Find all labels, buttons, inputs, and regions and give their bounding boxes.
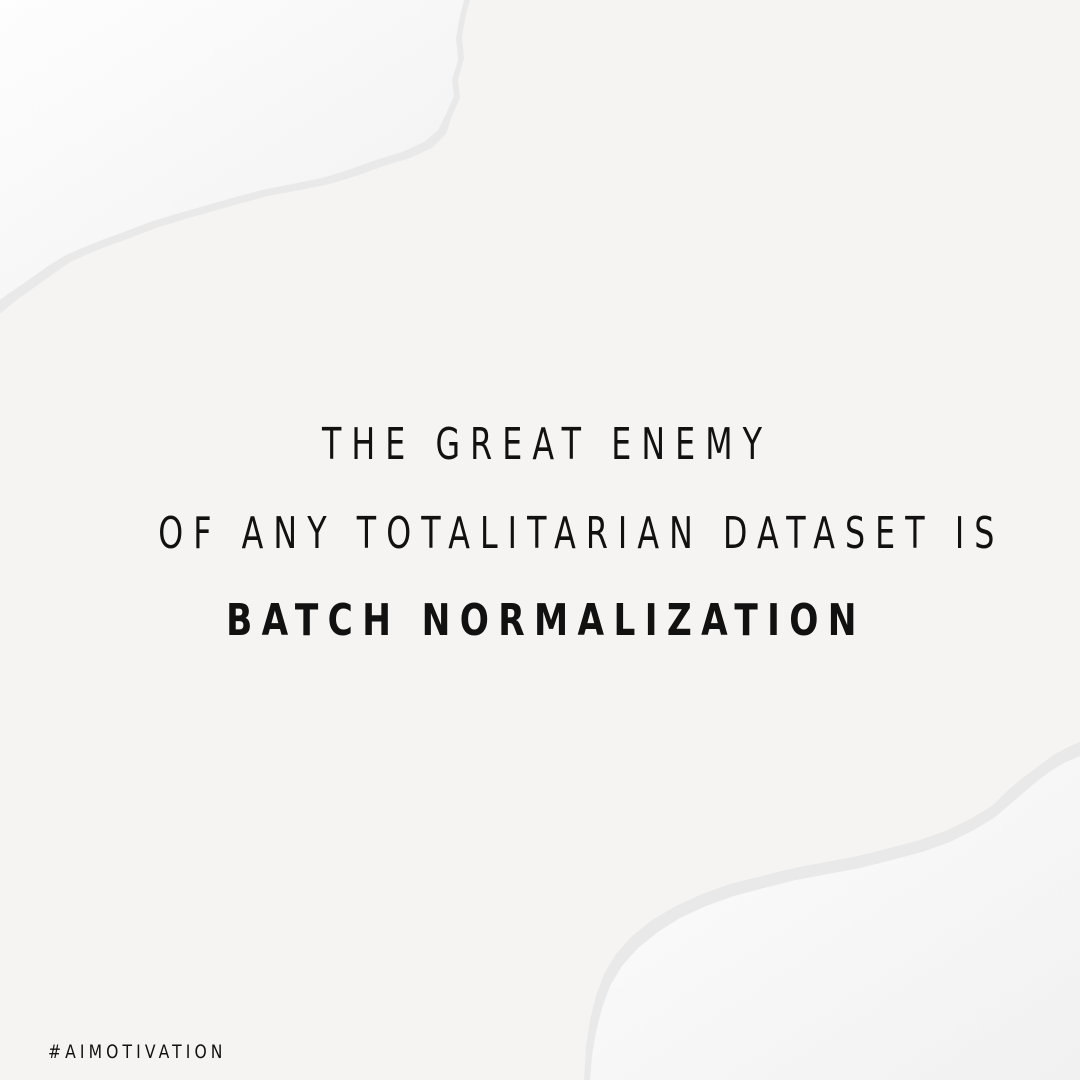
quote-line-1: THE GREAT ENEMY <box>321 419 773 470</box>
quote-line-3-emphasis: BATCH NORMALIZATION <box>226 595 866 646</box>
hashtag-label: #AIMOTIVATION <box>48 1041 227 1063</box>
torn-paper-bottom-right <box>584 742 1080 1080</box>
torn-paper-top-left <box>0 0 470 314</box>
quote-line-2: OF ANY TOTALITARIAN DATASET IS <box>158 508 1005 559</box>
